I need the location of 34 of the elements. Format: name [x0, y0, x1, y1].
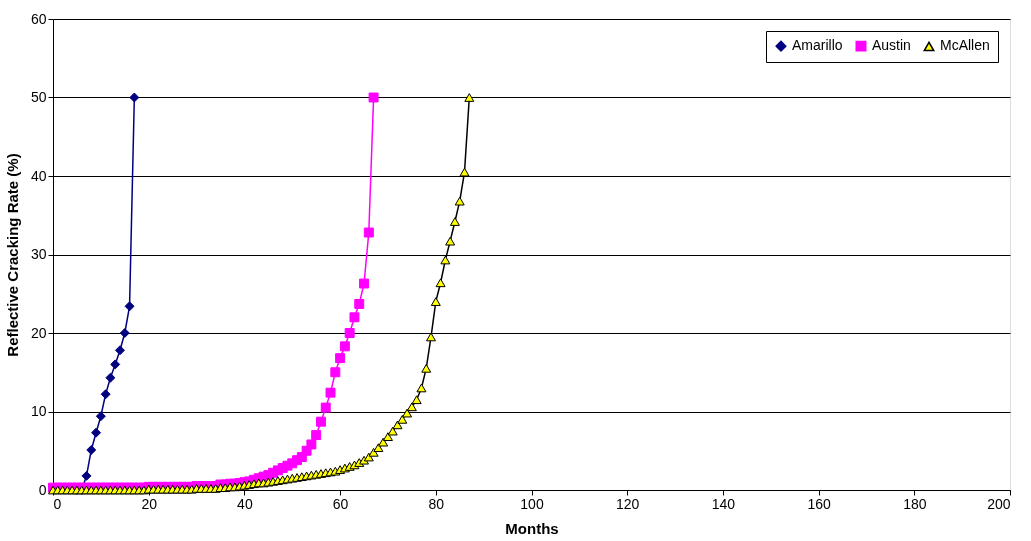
point	[105, 372, 116, 383]
y-tick-label: 40	[30, 167, 47, 184]
x-tick-label: 160	[807, 495, 831, 512]
point	[86, 444, 97, 455]
y-tick-label: 0	[38, 481, 47, 498]
x-tick-label: 60	[332, 495, 349, 512]
y-tick-label: 10	[30, 403, 47, 419]
x-tick-label: 0	[53, 495, 62, 512]
y-tick-label: 60	[30, 10, 47, 27]
x-tick-label: 40	[237, 495, 253, 512]
legend-label: Amarillo	[792, 37, 843, 54]
x-tick-label: 80	[428, 495, 445, 512]
x-tick-label: 200	[987, 495, 1011, 512]
x-axis-title: Months	[505, 519, 559, 537]
point	[129, 92, 140, 103]
x-tick-label: 140	[711, 495, 736, 512]
x-tick-label: 120	[616, 495, 640, 512]
point	[91, 427, 102, 438]
point	[115, 345, 125, 356]
y-tick-label: 30	[30, 246, 47, 262]
point	[81, 470, 92, 481]
point	[100, 389, 111, 400]
x-tick-label: 100	[520, 495, 544, 512]
y-tick-label: 50	[30, 89, 47, 105]
x-tick-label: 20	[141, 495, 158, 512]
point	[124, 301, 135, 312]
point	[110, 359, 121, 370]
y-axis-title: Reflective Cracking Rate (%)	[3, 153, 21, 357]
point	[95, 411, 106, 422]
point	[119, 328, 130, 338]
legend-label: McAllen	[940, 37, 990, 54]
y-tick-label: 20	[30, 324, 47, 341]
x-tick-label: 180	[903, 495, 927, 512]
legend-label: Austin	[872, 37, 911, 54]
